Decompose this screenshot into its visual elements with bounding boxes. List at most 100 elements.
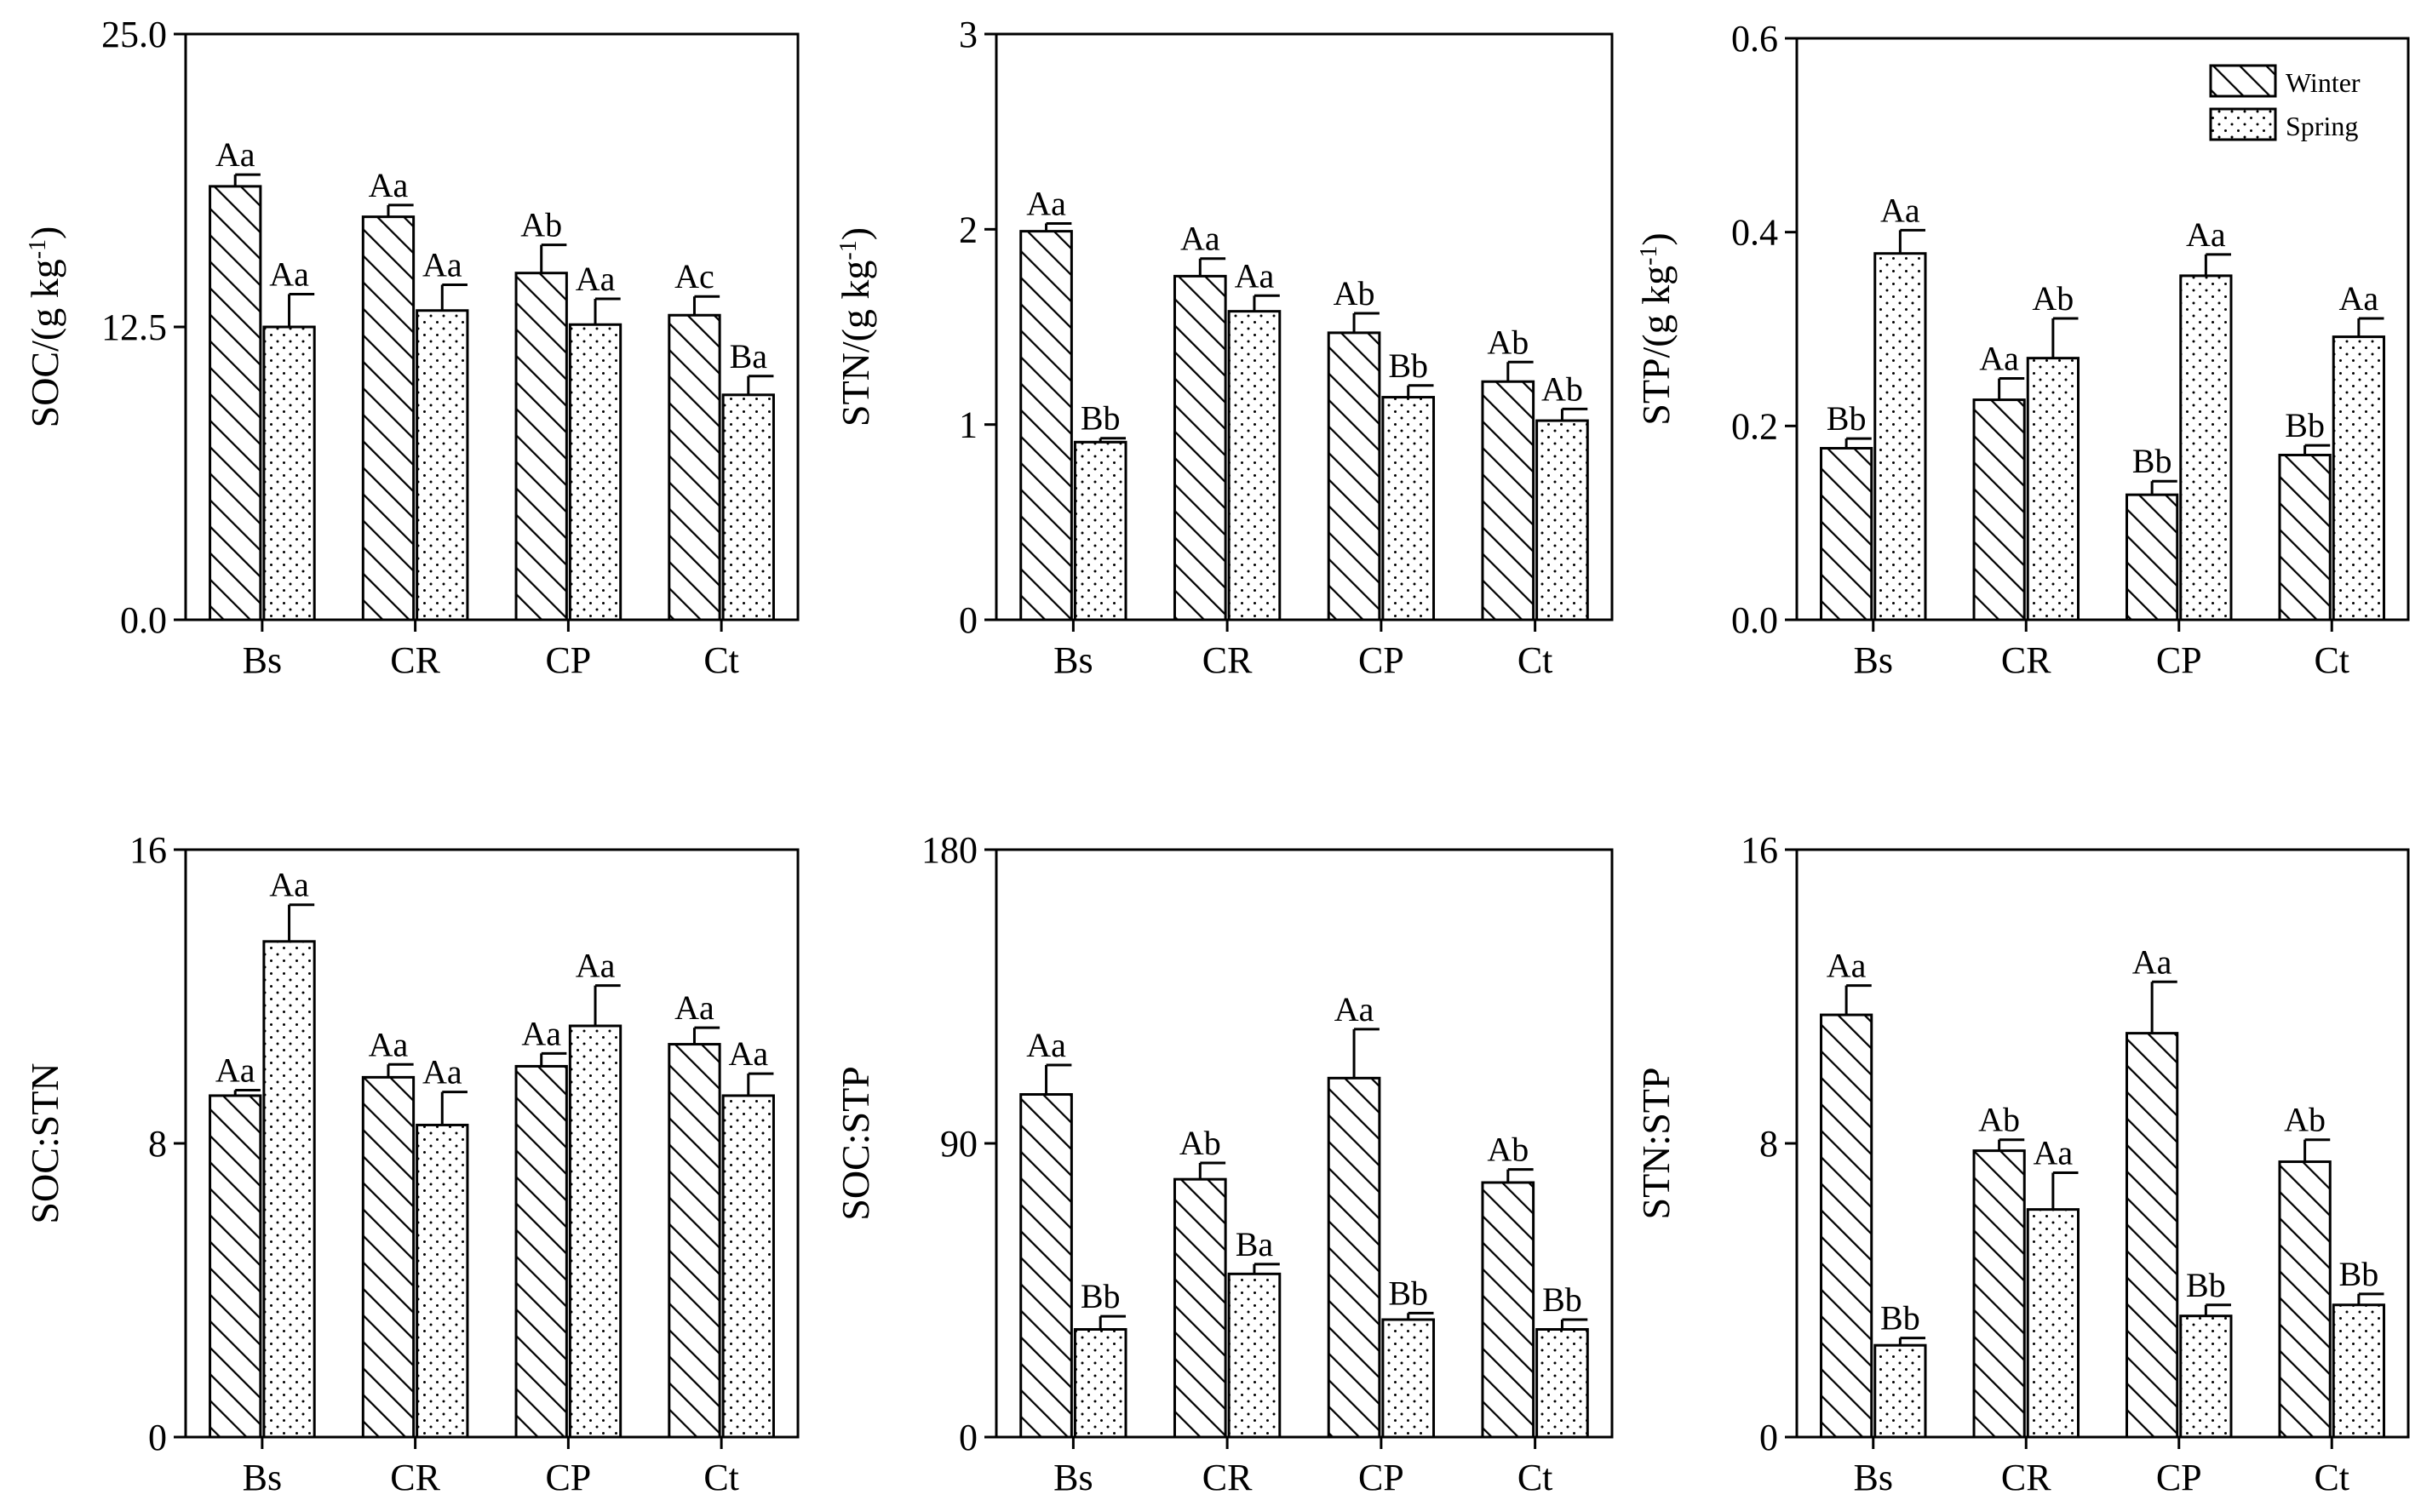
stn-y-axis-label: STN/(g kg-1) <box>834 227 877 427</box>
stp-sig-label-winter-ct: Bb <box>2285 406 2325 444</box>
soc-stn-x-tick-label-ct: Ct <box>703 1457 739 1498</box>
soc-stp-sig-label-winter-bs: Aa <box>1026 1026 1066 1064</box>
soc-bar-spring-ct <box>721 393 775 621</box>
soc-sig-label-spring-bs: Aa <box>269 255 309 293</box>
stp-y-tick-label: 0.4 <box>1731 212 1778 254</box>
stn-sig-label-spring-ct: Ab <box>1541 369 1583 408</box>
soc-sig-label-winter-bs: Aa <box>215 135 255 174</box>
panel-soc: 0.0 12.5 25.0 SOC/(g kg-1) Bs Aa Aa CR Aa Aa CP Ab A… <box>23 14 800 681</box>
soc-stp-sig-label-spring-ct: Bb <box>1542 1280 1582 1319</box>
stp-plot-frame <box>1795 37 2410 621</box>
stn-y-tick-label: 3 <box>959 14 978 55</box>
soc-bar-spring-bs <box>262 325 316 621</box>
stn-plot-frame <box>995 32 1614 621</box>
soc-stn-sig-label-spring-ct: Aa <box>728 1034 768 1073</box>
stp-sig-label-spring-cr: Ab <box>2032 279 2074 318</box>
soc-stp-bar-winter-bs <box>1019 1093 1073 1439</box>
soc-stn-bar-spring-bs <box>262 940 316 1439</box>
soc-stp-x-tick-label-bs: Bs <box>1053 1457 1093 1498</box>
soc-bar-winter-ct <box>668 313 721 621</box>
soc-y-tick-label: 0.0 <box>120 599 167 641</box>
soc-sig-label-winter-cp: Ab <box>520 206 562 244</box>
stn-stp-bar-winter-ct <box>2278 1160 2332 1439</box>
soc-y-tick-label: 25.0 <box>101 14 167 55</box>
stp-y-tick-label: 0.6 <box>1731 18 1778 60</box>
stp-x-tick-label-bs: Bs <box>1854 639 1893 681</box>
stn-stp-sig-label-spring-bs: Bb <box>1880 1299 1920 1337</box>
stp-bar-spring-cp <box>2179 274 2233 621</box>
stn-x-tick-label-cr: CR <box>1202 639 1253 681</box>
soc-stn-bar-spring-cp <box>568 1024 622 1439</box>
soc-stn-bar-winter-ct <box>668 1043 721 1439</box>
soc-stn-sig-label-spring-cr: Aa <box>422 1053 462 1091</box>
soc-sig-label-spring-cp: Aa <box>576 260 616 298</box>
stp-bar-winter-cr <box>1972 398 2026 621</box>
soc-sig-label-winter-cr: Aa <box>369 166 409 204</box>
stp-x-tick-label-cp: CP <box>2156 639 2202 681</box>
stn-stp-bar-winter-cp <box>2126 1032 2179 1439</box>
stn-sig-label-winter-cr: Aa <box>1180 220 1220 258</box>
soc-stn-y-axis-label: SOC:STN <box>23 1062 66 1223</box>
stp-x-tick-label-cr: CR <box>2001 639 2051 681</box>
legend-winter-swatch <box>2209 64 2277 98</box>
soc-stp-sig-label-winter-cp: Aa <box>1334 990 1374 1028</box>
stn-y-tick-label: 0 <box>959 599 978 641</box>
stp-bar-spring-ct <box>2332 335 2385 621</box>
soc-stp-sig-label-winter-cr: Ab <box>1179 1124 1221 1162</box>
stp-sig-label-winter-bs: Bb <box>1827 399 1867 438</box>
soc-stp-bar-winter-cp <box>1327 1076 1381 1439</box>
stp-sig-label-winter-cp: Bb <box>2132 442 2172 480</box>
stn-stp-sig-label-spring-ct: Bb <box>2339 1255 2379 1293</box>
stn-bar-spring-cp <box>1381 396 1436 621</box>
soc-x-tick-label-ct: Ct <box>703 639 739 681</box>
stn-stp-bar-spring-cr <box>2026 1208 2080 1439</box>
stp-bar-spring-bs <box>1873 252 1927 621</box>
soc-stn-sig-label-winter-ct: Aa <box>674 988 714 1027</box>
soc-bar-spring-cp <box>568 323 622 621</box>
soc-stn-sig-label-winter-cp: Aa <box>521 1014 561 1052</box>
soc-bar-winter-cr <box>361 215 416 621</box>
stn-sig-label-winter-bs: Aa <box>1026 184 1066 222</box>
stn-bar-spring-cr <box>1227 310 1282 621</box>
stp-bar-winter-ct <box>2278 453 2332 621</box>
stn-bar-winter-bs <box>1019 230 1073 621</box>
legend-winter-label: Winter <box>2286 67 2361 98</box>
stp-sig-label-spring-bs: Aa <box>1880 191 1920 229</box>
stp-sig-label-winter-cr: Aa <box>1979 340 2019 378</box>
soc-stn-sig-label-spring-bs: Aa <box>269 866 309 904</box>
soc-sig-label-winter-ct: Ac <box>674 257 714 295</box>
soc-stn-bar-winter-bs <box>209 1094 262 1439</box>
stn-x-tick-label-cp: CP <box>1358 639 1404 681</box>
stn-stp-bar-winter-bs <box>1820 1013 1873 1439</box>
panel-soc-stp: 0 90 180 SOC:STP Bs Aa Bb CR Ab Ba CP Aa Bb Ct Ab Bb <box>834 829 1614 1498</box>
soc-stp-y-axis-label: SOC:STP <box>834 1066 877 1221</box>
stp-bar-spring-cr <box>2026 357 2080 621</box>
panel-stn: 0 1 2 3 STN/(g kg-1) Bs Aa Bb CR Aa Aa CP Ab Bb Ct Ab Ab <box>834 14 1614 681</box>
stp-bar-winter-cp <box>2126 493 2179 621</box>
soc-stp-y-tick-label: 90 <box>940 1123 978 1165</box>
stn-stp-x-tick-label-cp: CP <box>2156 1457 2202 1498</box>
stp-bar-winter-bs <box>1820 447 1873 621</box>
stn-stp-bar-spring-cp <box>2179 1314 2233 1439</box>
stn-stp-x-tick-label-ct: Ct <box>2314 1457 2349 1498</box>
soc-stp-bar-spring-cp <box>1381 1318 1436 1439</box>
stn-stp-sig-label-spring-cr: Aa <box>2034 1134 2074 1172</box>
stp-sig-label-spring-cp: Aa <box>2186 215 2226 254</box>
stp-sig-label-spring-ct: Aa <box>2339 279 2379 318</box>
stn-stp-y-tick-label: 16 <box>1741 829 1778 871</box>
stp-y-axis-label: STP/(g kg-1) <box>1634 232 1678 426</box>
soc-stn-bar-winter-cp <box>514 1064 568 1439</box>
stn-stp-sig-label-winter-cp: Aa <box>2132 942 2172 981</box>
soc-stn-y-tick-label: 0 <box>148 1417 167 1458</box>
stn-stp-sig-label-spring-cp: Bb <box>2186 1266 2226 1304</box>
soc-stp-sig-label-spring-cp: Bb <box>1388 1274 1428 1312</box>
legend-spring-label: Spring <box>2286 111 2358 141</box>
soc-y-axis-label: SOC/(g kg-1) <box>23 226 66 428</box>
soc-stn-x-tick-label-cr: CR <box>390 1457 440 1498</box>
stn-x-tick-label-bs: Bs <box>1053 639 1093 681</box>
soc-stp-x-tick-label-cr: CR <box>1202 1457 1253 1498</box>
soc-stp-x-tick-label-cp: CP <box>1358 1457 1404 1498</box>
stn-bar-winter-cr <box>1173 274 1227 621</box>
stn-stp-sig-label-winter-bs: Aa <box>1827 947 1867 985</box>
stn-stp-y-axis-label: STN:STP <box>1634 1068 1678 1220</box>
